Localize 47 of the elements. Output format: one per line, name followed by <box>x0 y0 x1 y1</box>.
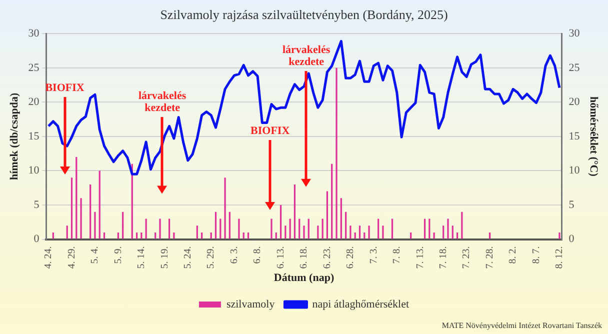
x-tick-label: 7. 18. <box>438 246 449 269</box>
x-tick-label: 6. 18. <box>298 246 310 269</box>
x-tick-label: 8. 7. <box>530 246 542 264</box>
x-axis-title: Dátum (nap) <box>274 272 334 284</box>
annotation: BIOFIX <box>250 124 291 137</box>
y2-tick-label: 25 <box>568 62 580 74</box>
x-tick-label: 6. 8. <box>252 246 264 264</box>
x-tick-label: 5. 19. <box>159 246 170 269</box>
x-tick-label: 6. 28. <box>345 246 356 269</box>
x-tick-label: 5. 4. <box>90 246 101 264</box>
x-tick-label: 6. 13. <box>275 246 286 269</box>
y-tick-label: 20 <box>28 96 40 108</box>
chart-title: Szilvamoly rajzása szilvaültetvényben (Bordány, 2025) <box>160 7 448 22</box>
y2-tick-label: 5 <box>568 198 575 211</box>
y-tick-label: 15 <box>28 130 40 142</box>
y2-tick-label: 0 <box>568 233 575 246</box>
x-tick-label: 4. 29. <box>66 246 78 269</box>
legend-label: szilvamoly <box>226 298 276 310</box>
x-tick-label: 7. 13. <box>414 246 426 269</box>
y-tick-label: 5 <box>34 198 40 211</box>
y2-tick-label: 30 <box>568 27 580 40</box>
x-tick-label: 8. 2. <box>508 246 519 264</box>
annotation: lárvakelés kezdete <box>281 44 332 68</box>
y2-tick-label: 15 <box>568 130 580 142</box>
y2-tick-label: 10 <box>568 164 580 177</box>
y-axis-title: hímek (db/csapda) <box>8 92 20 180</box>
x-tick-label: 7. 8. <box>392 246 403 264</box>
legend-label: napi átlaghőmérséklet <box>312 298 410 310</box>
x-tick-label: 6. 3. <box>228 246 240 264</box>
x-tick-label: 7. 3. <box>368 246 380 264</box>
y2-tick-label: 20 <box>568 96 580 108</box>
y2-axis-title: hőmérséklet (°C) <box>588 96 600 177</box>
y-tick-label: 10 <box>28 164 40 177</box>
y-tick-label: 30 <box>28 27 40 40</box>
text: MATE Növényvédelmi Intézet Rovartani Tanszék <box>440 321 602 331</box>
annotation: lárvakelés kezdete <box>137 90 188 114</box>
x-tick-label: 8. 12. <box>554 246 566 269</box>
x-tick-label: 4. 24. <box>43 246 54 269</box>
x-tick-label: 7. 23. <box>461 246 472 269</box>
x-tick-label: 5. 24. <box>182 246 194 269</box>
x-tick-label: 7. 28. <box>484 246 496 269</box>
x-tick-label: 5. 14. <box>136 246 148 269</box>
x-tick-label: 6. 23. <box>322 246 333 269</box>
x-tick-label: 5. 9. <box>112 246 124 264</box>
x-tick-label: 5. 29. <box>206 246 217 269</box>
y-tick-label: 0 <box>34 233 40 246</box>
y-tick-label: 25 <box>28 62 40 74</box>
